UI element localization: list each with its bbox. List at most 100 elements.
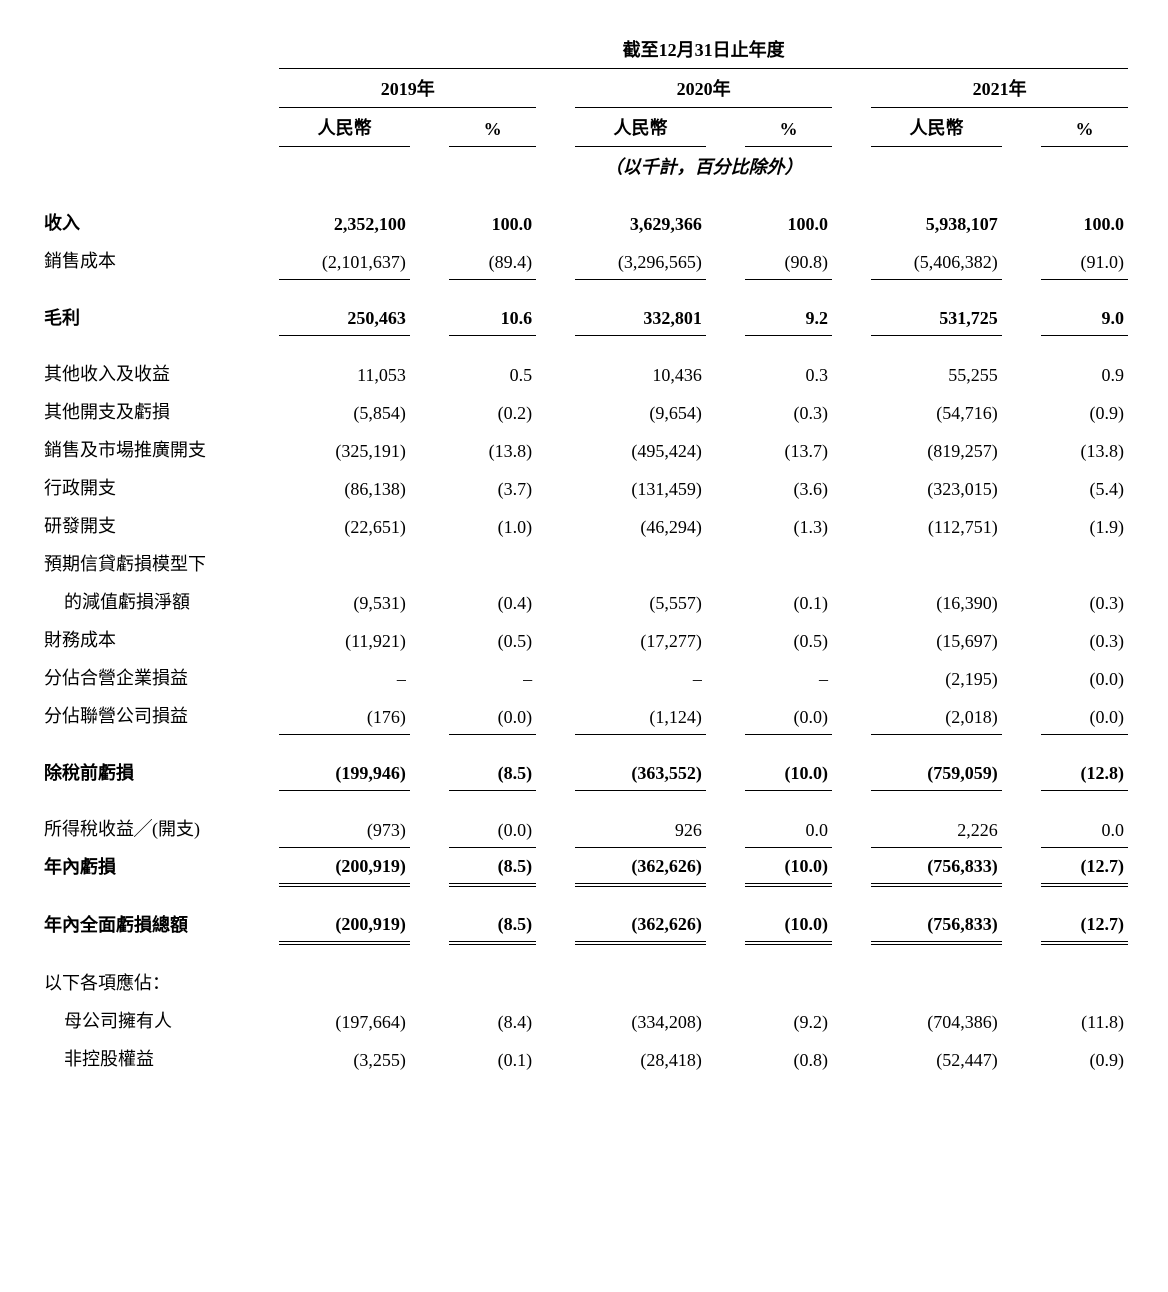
cell-value: (10.0) — [745, 905, 832, 943]
table-row: 財務成本(11,921)(0.5)(17,277)(0.5)(15,697)(0… — [40, 620, 1128, 658]
row-label: 分佔聯營公司損益 — [40, 696, 279, 734]
cell-value — [871, 544, 1002, 582]
cell-value: 5,938,107 — [871, 203, 1002, 241]
table-row — [40, 943, 1128, 963]
cell-value: (0.3) — [745, 392, 832, 430]
cell-value: (200,919) — [279, 847, 410, 885]
cell-value: 250,463 — [279, 298, 410, 336]
cell-value: 55,255 — [871, 354, 1002, 392]
row-label: 研發開支 — [40, 506, 279, 544]
cell-value: (13.8) — [449, 430, 536, 468]
table-row: 研發開支(22,651)(1.0)(46,294)(1.3)(112,751)(… — [40, 506, 1128, 544]
cell-value: (5.4) — [1041, 468, 1128, 506]
header-unit-note: （以千計，百分比除外） — [279, 147, 1128, 186]
cell-value: (0.9) — [1041, 392, 1128, 430]
cell-value: 0.3 — [745, 354, 832, 392]
table-row: 所得稅收益╱(開支)(973)(0.0)9260.02,2260.0 — [40, 809, 1128, 847]
cell-value: (2,018) — [871, 696, 1002, 734]
header-sub-pct-1: % — [745, 108, 832, 147]
row-label: 財務成本 — [40, 620, 279, 658]
cell-value: (86,138) — [279, 468, 410, 506]
row-label: 非控股權益 — [40, 1039, 279, 1077]
table-row — [40, 885, 1128, 905]
cell-value: – — [745, 658, 832, 696]
cell-value: 10.6 — [449, 298, 536, 336]
cell-value: (3.6) — [745, 468, 832, 506]
cell-value — [1041, 544, 1128, 582]
row-label: 其他收入及收益 — [40, 354, 279, 392]
cell-value: (8.5) — [449, 847, 536, 885]
cell-value: (8.5) — [449, 905, 536, 943]
row-label: 銷售成本 — [40, 241, 279, 279]
header-sub-rmb-0: 人民幣 — [279, 108, 410, 147]
cell-value: 2,226 — [871, 809, 1002, 847]
cell-value: (0.2) — [449, 392, 536, 430]
table-row: 分佔聯營公司損益(176) (0.0) (1,124) (0.0) (2,018) (0.… — [40, 696, 1128, 734]
cell-value: (3,296,565) — [575, 241, 706, 279]
cell-value: 10,436 — [575, 354, 706, 392]
cell-value: (176) — [279, 696, 410, 734]
row-label: 收入 — [40, 203, 279, 241]
cell-value: (362,626) — [575, 847, 706, 885]
cell-value: (3,255) — [279, 1039, 410, 1077]
cell-value — [1041, 963, 1128, 1001]
row-label: 以下各項應佔： — [40, 963, 279, 1001]
table-row: 分佔合營企業損益––––(2,195)(0.0) — [40, 658, 1128, 696]
cell-value: (323,015) — [871, 468, 1002, 506]
cell-value: (5,406,382) — [871, 241, 1002, 279]
row-label: 毛利 — [40, 298, 279, 336]
cell-value — [745, 963, 832, 1001]
cell-value: 0.5 — [449, 354, 536, 392]
row-label: 的減值虧損淨額 — [40, 582, 279, 620]
cell-value: 11,053 — [279, 354, 410, 392]
row-label: 除稅前虧損 — [40, 753, 279, 791]
cell-value: (8.4) — [449, 1001, 536, 1039]
cell-value: (5,557) — [575, 582, 706, 620]
cell-value: (10.0) — [745, 847, 832, 885]
row-label: 預期信貸虧損模型下 — [40, 544, 279, 582]
cell-value: 100.0 — [1041, 203, 1128, 241]
cell-value: (819,257) — [871, 430, 1002, 468]
header-sub-rmb-2: 人民幣 — [871, 108, 1002, 147]
cell-value: (199,946) — [279, 753, 410, 791]
cell-value: (90.8) — [745, 241, 832, 279]
cell-value: 0.9 — [1041, 354, 1128, 392]
cell-value: (3.7) — [449, 468, 536, 506]
cell-value — [575, 544, 706, 582]
cell-value — [449, 544, 536, 582]
cell-value: 100.0 — [745, 203, 832, 241]
cell-value: (325,191) — [279, 430, 410, 468]
cell-value: (0.0) — [745, 696, 832, 734]
cell-value: (9,654) — [575, 392, 706, 430]
cell-value: (17,277) — [575, 620, 706, 658]
cell-value: (1,124) — [575, 696, 706, 734]
cell-value: 3,629,366 — [575, 203, 706, 241]
cell-value: (334,208) — [575, 1001, 706, 1039]
table-row: 以下各項應佔： — [40, 963, 1128, 1001]
table-row: 預期信貸虧損模型下 — [40, 544, 1128, 582]
header-sub-rmb-1: 人民幣 — [575, 108, 706, 147]
row-label: 所得稅收益╱(開支) — [40, 809, 279, 847]
cell-value: (12.8) — [1041, 753, 1128, 791]
cell-value: (12.7) — [1041, 847, 1128, 885]
table-row: 行政開支(86,138)(3.7)(131,459)(3.6)(323,015)… — [40, 468, 1128, 506]
cell-value: (8.5) — [449, 753, 536, 791]
cell-value: (1.9) — [1041, 506, 1128, 544]
cell-value: (0.8) — [745, 1039, 832, 1077]
cell-value: (495,424) — [575, 430, 706, 468]
cell-value: (0.1) — [449, 1039, 536, 1077]
row-label: 年內虧損 — [40, 847, 279, 885]
cell-value: (9,531) — [279, 582, 410, 620]
cell-value: (0.0) — [449, 696, 536, 734]
cell-value: (13.7) — [745, 430, 832, 468]
cell-value: (0.9) — [1041, 1039, 1128, 1077]
cell-value: (16,390) — [871, 582, 1002, 620]
cell-value: (91.0) — [1041, 241, 1128, 279]
cell-value: (5,854) — [279, 392, 410, 430]
header-year-0: 2019年 — [279, 69, 536, 108]
cell-value: (11.8) — [1041, 1001, 1128, 1039]
cell-value: (1.3) — [745, 506, 832, 544]
cell-value: (0.0) — [1041, 696, 1128, 734]
cell-value — [279, 544, 410, 582]
table-row: 收入2,352,100100.03,629,366100.05,938,1071… — [40, 203, 1128, 241]
